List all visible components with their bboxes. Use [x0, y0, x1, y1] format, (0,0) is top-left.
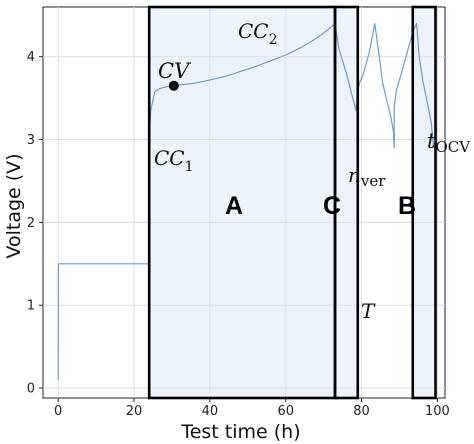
- annotation-temperature: T: [361, 299, 376, 323]
- annotation-nver: nver: [348, 163, 386, 190]
- annotation-cv: CV: [158, 59, 191, 83]
- x-tick-label: 40: [202, 404, 219, 419]
- x-tick-label: 80: [353, 404, 370, 419]
- region-fills: [149, 7, 436, 398]
- annotation-tocv: tOCV: [427, 129, 471, 156]
- x-tick-label: 60: [277, 404, 294, 419]
- region-label-c: C: [323, 192, 341, 220]
- y-tick-label: 1: [27, 299, 35, 314]
- region-borders: [147, 5, 437, 400]
- annotation-tocv-base: t: [427, 129, 436, 153]
- y-tick-label: 0: [27, 382, 35, 397]
- region-fill-a: [149, 7, 336, 398]
- region-box-c: [333, 5, 360, 400]
- x-tick-label: 0: [54, 404, 62, 419]
- cv-marker-point: [168, 80, 179, 91]
- x-tick-label: 20: [126, 404, 143, 419]
- annotation-tocv-sub: OCV: [435, 138, 471, 156]
- y-tick-label: 3: [27, 133, 35, 148]
- annotation-cc2-base: CC: [238, 19, 269, 43]
- annotation-nver-sub: ver: [360, 172, 386, 190]
- y-axis-label: Voltage (V): [3, 153, 25, 258]
- region-label-b: B: [398, 192, 416, 220]
- region-fill-c: [335, 7, 358, 398]
- x-axis-label: Test time (h): [180, 421, 300, 443]
- annotation-cc2-sub: 2: [269, 32, 278, 48]
- region-box-b: [411, 5, 437, 400]
- x-tick-label: 100: [425, 404, 450, 419]
- annotation-nver-base: n: [348, 163, 361, 187]
- annotation-cc1-sub: 1: [185, 159, 194, 175]
- y-tick-label: 4: [27, 50, 35, 65]
- y-tick-label: 2: [27, 216, 35, 231]
- annotation-cc1: CC1: [154, 146, 194, 175]
- region-label-a: A: [225, 192, 243, 220]
- region-fill-b: [412, 7, 436, 398]
- annotation-cc2: CC2: [238, 19, 278, 48]
- markers: [168, 80, 179, 91]
- annotation-cc1-base: CC: [154, 146, 185, 170]
- ticks: 0 20 40 60 80 100 0 1 2 3 4: [27, 50, 450, 419]
